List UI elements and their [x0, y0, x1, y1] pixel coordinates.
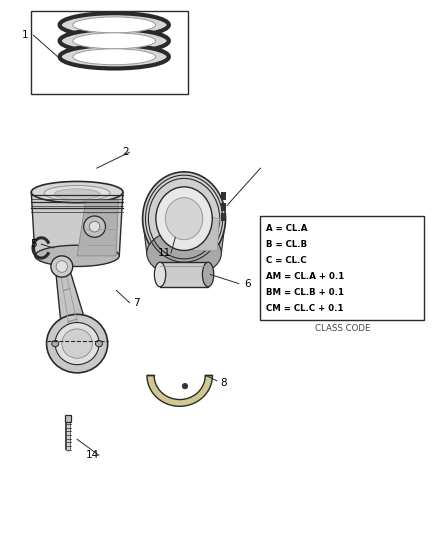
Ellipse shape [35, 245, 119, 266]
Bar [221, 213, 226, 221]
Ellipse shape [55, 322, 99, 365]
Text: BM = CL.B + 0.1: BM = CL.B + 0.1 [266, 288, 344, 297]
Bar [65, 415, 71, 422]
Ellipse shape [31, 181, 123, 203]
Text: B = CL.B: B = CL.B [266, 240, 307, 249]
Ellipse shape [60, 29, 169, 53]
Ellipse shape [44, 185, 110, 201]
Ellipse shape [54, 189, 100, 199]
Ellipse shape [89, 221, 100, 232]
Polygon shape [160, 262, 208, 287]
Ellipse shape [56, 261, 67, 272]
Ellipse shape [51, 256, 73, 277]
Text: A = CL.A: A = CL.A [266, 224, 307, 233]
Text: AM = CL.A + 0.1: AM = CL.A + 0.1 [266, 272, 344, 281]
Text: 14: 14 [86, 450, 99, 460]
Text: 7: 7 [133, 297, 139, 308]
Bar [261, 216, 424, 320]
Bar [31, 11, 188, 94]
Ellipse shape [182, 383, 187, 389]
Text: 2: 2 [122, 147, 128, 157]
Text: C = CL.C: C = CL.C [266, 256, 306, 265]
Ellipse shape [60, 45, 169, 68]
Polygon shape [56, 264, 91, 348]
Ellipse shape [73, 17, 155, 33]
Ellipse shape [73, 49, 155, 64]
Text: 11: 11 [158, 248, 171, 258]
Ellipse shape [60, 13, 169, 37]
Text: 5: 5 [30, 239, 37, 249]
Ellipse shape [84, 216, 106, 237]
Text: 6: 6 [244, 279, 251, 288]
Polygon shape [77, 200, 118, 256]
Ellipse shape [62, 329, 92, 358]
Ellipse shape [95, 341, 102, 347]
Bar [221, 203, 226, 211]
Ellipse shape [147, 230, 221, 277]
Text: 1: 1 [21, 30, 28, 41]
Polygon shape [188, 213, 219, 251]
Ellipse shape [156, 187, 212, 251]
Ellipse shape [154, 262, 166, 287]
Ellipse shape [46, 314, 108, 373]
Text: 8: 8 [220, 378, 227, 389]
Polygon shape [147, 375, 212, 406]
Polygon shape [143, 219, 226, 253]
Polygon shape [31, 192, 123, 256]
Ellipse shape [202, 262, 214, 287]
Text: CM = CL.C + 0.1: CM = CL.C + 0.1 [266, 304, 343, 313]
Bar [221, 192, 226, 200]
Text: CLASS CODE: CLASS CODE [314, 325, 370, 333]
Ellipse shape [52, 341, 59, 347]
Ellipse shape [143, 172, 226, 265]
Ellipse shape [73, 33, 155, 49]
Ellipse shape [166, 198, 203, 240]
